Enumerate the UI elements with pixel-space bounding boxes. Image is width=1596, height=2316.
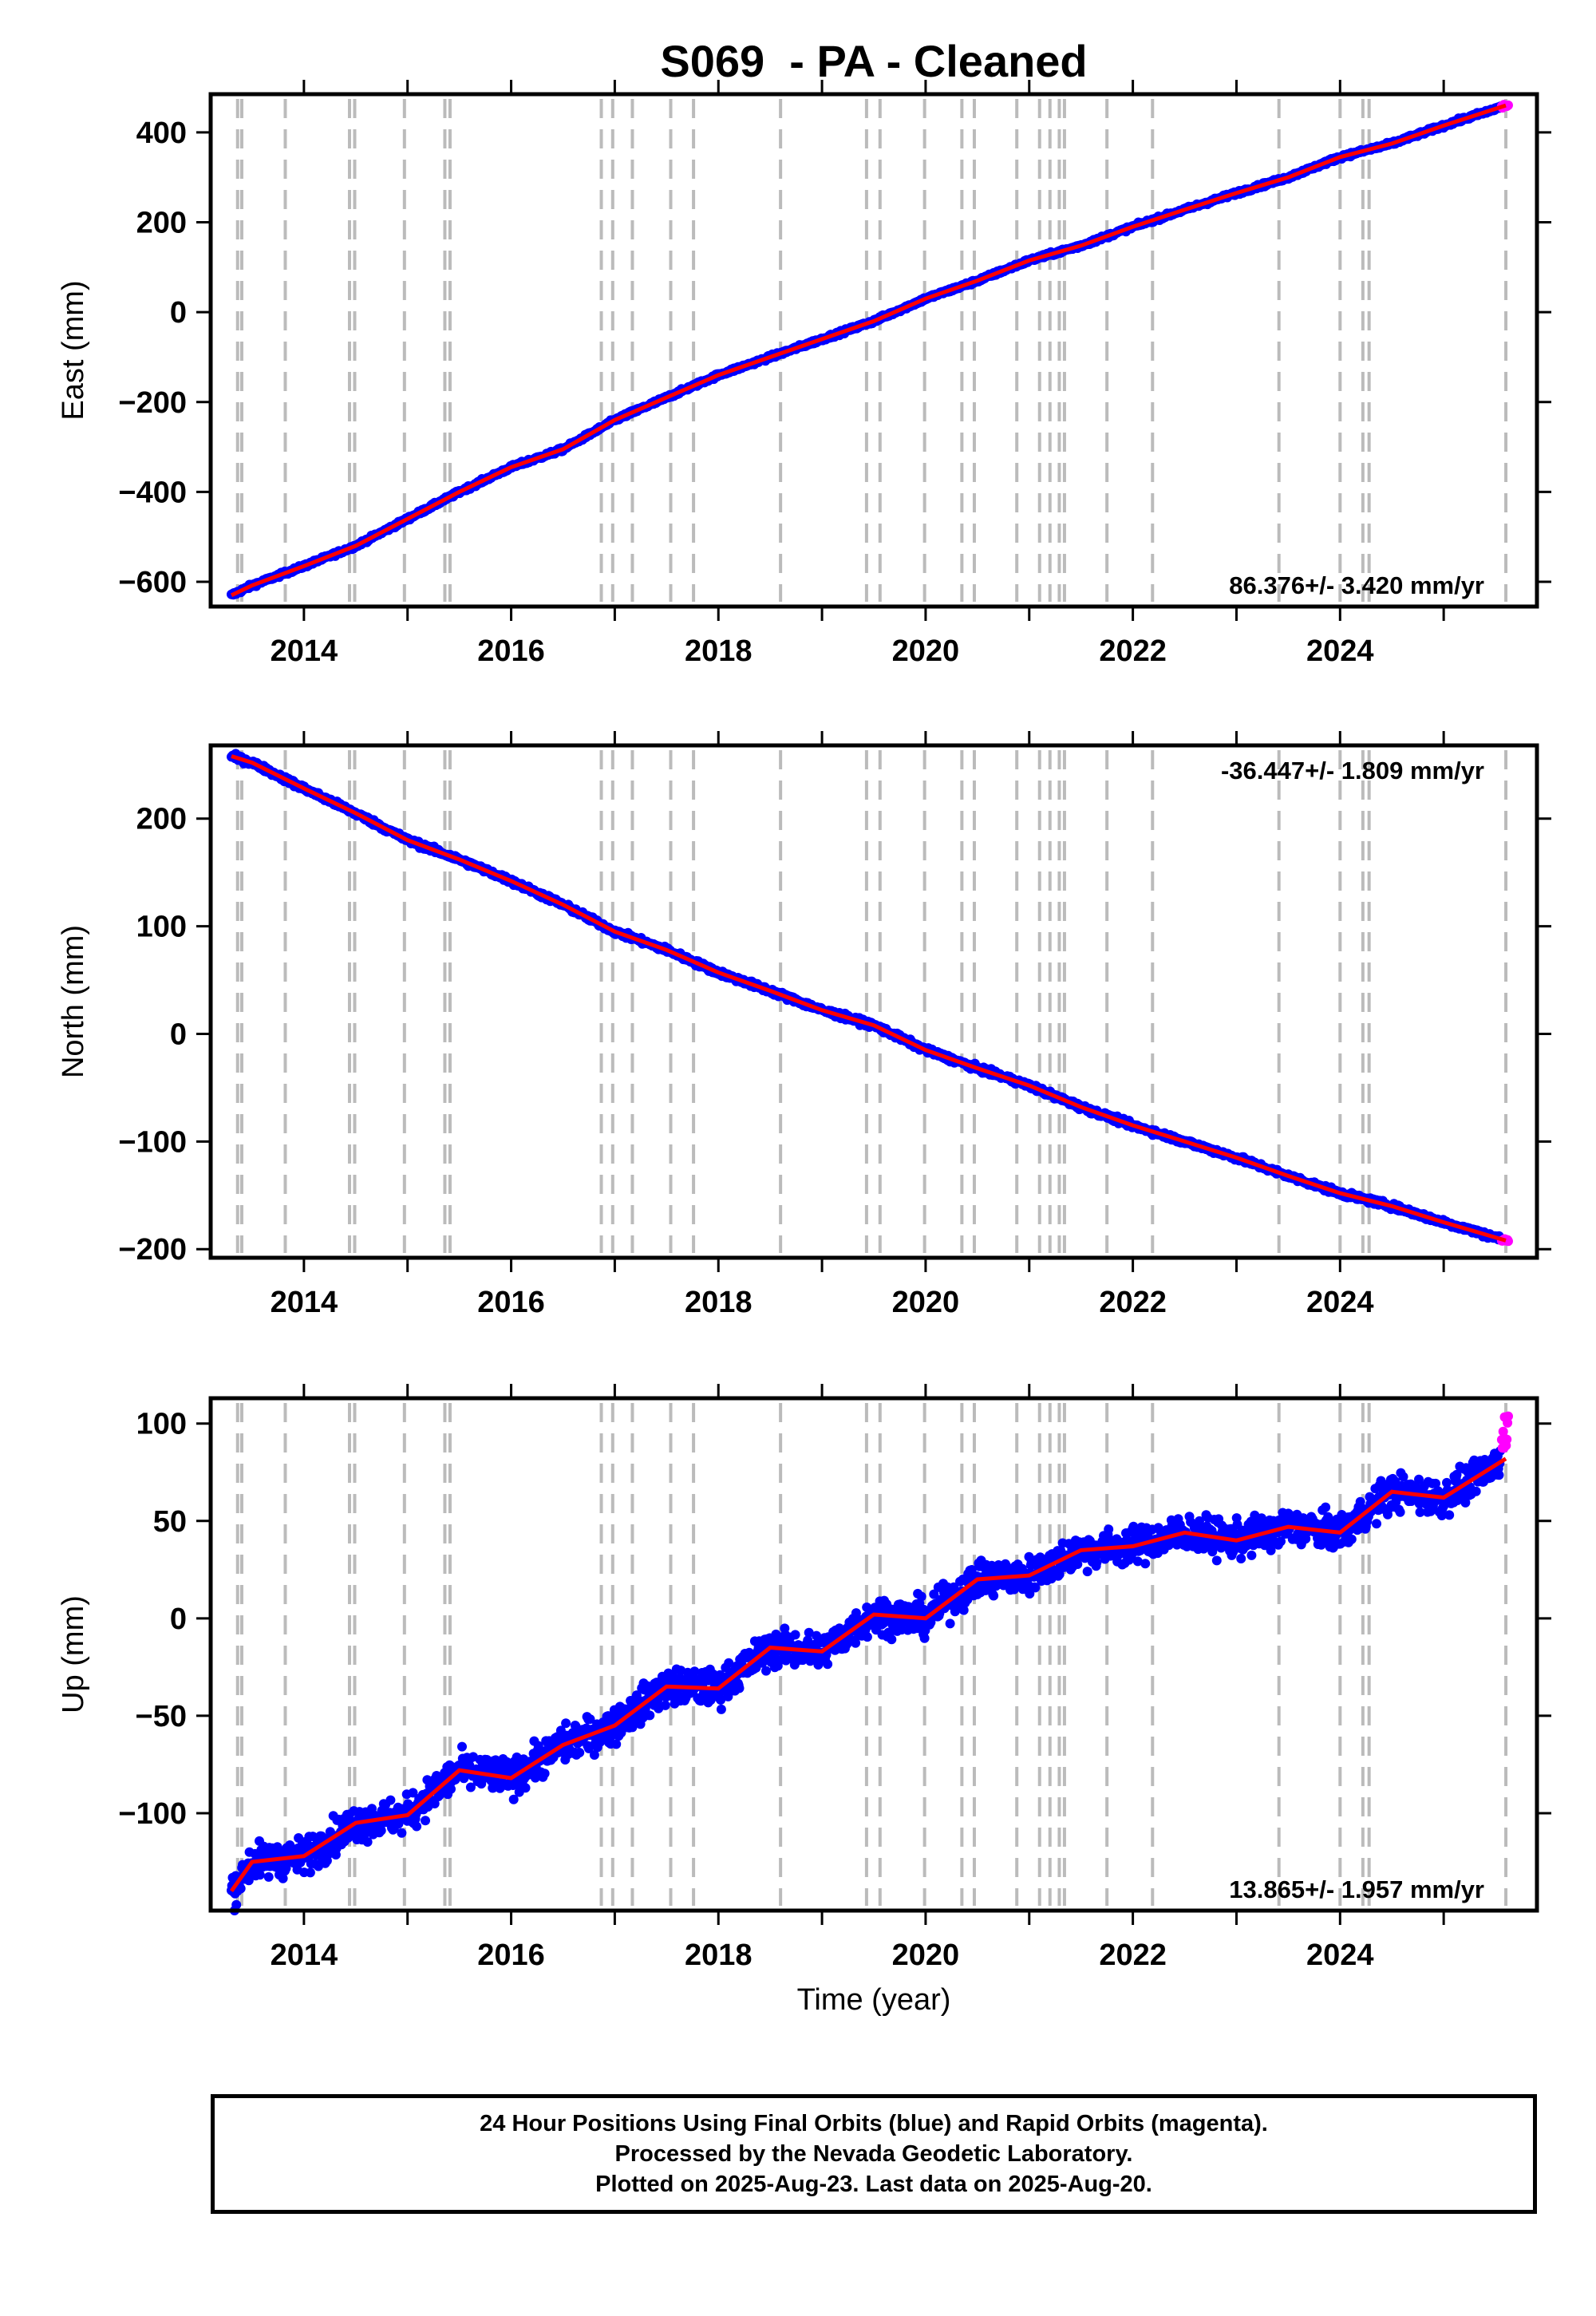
plot-frame xyxy=(208,92,1539,609)
x-tick-label: 2022 xyxy=(1099,634,1167,668)
rate-label: 86.376+/- 3.420 mm/yr xyxy=(1229,571,1484,599)
x-tick-label: 2016 xyxy=(477,1286,545,1319)
data-point xyxy=(575,1748,585,1757)
y-tick-label: −400 xyxy=(118,476,187,509)
panel-east: −600 −400 −200 0 200 400 2014 2016 2018 2020 2022 2… xyxy=(57,80,1551,668)
data-point xyxy=(397,1828,407,1838)
data-point xyxy=(611,1739,622,1749)
x-tick-label: 2020 xyxy=(892,1286,960,1319)
y-tick-label: 0 xyxy=(170,1018,187,1051)
y-tick-label: 400 xyxy=(136,117,187,150)
y-tick-label: 200 xyxy=(136,207,187,240)
x-tick-label: 2016 xyxy=(477,634,545,668)
y-tick-label: −200 xyxy=(118,386,187,420)
y-axis-label: East (mm) xyxy=(57,280,90,420)
y-tick-label: 200 xyxy=(136,803,187,836)
data-point xyxy=(421,1816,430,1826)
panel-north: −200 −100 0 100 200 2014 2016 2018 2020 2022 2024 N… xyxy=(57,731,1551,1319)
rate-label: -36.447+/- 1.809 mm/yr xyxy=(1221,757,1484,785)
x-tick-label: 2022 xyxy=(1099,1286,1167,1319)
data-point xyxy=(263,1871,274,1882)
y-tick-label: −600 xyxy=(118,566,187,599)
data-point xyxy=(412,1821,422,1832)
chart-title: S069 - PA - Cleaned xyxy=(660,36,1087,86)
x-tick-label: 2024 xyxy=(1306,1286,1374,1319)
x-tick-label: 2014 xyxy=(271,634,338,668)
data-point xyxy=(231,1899,242,1910)
data-point xyxy=(385,1795,396,1805)
x-tick-label: 2018 xyxy=(685,1286,753,1319)
data-point xyxy=(645,1710,655,1721)
x-tick-label: 2024 xyxy=(1306,634,1374,668)
data-point xyxy=(561,1718,571,1729)
y-axis-label: North (mm) xyxy=(57,925,90,1078)
data-point xyxy=(539,1769,550,1779)
x-tick-label: 2014 xyxy=(271,1286,338,1319)
plot-frame xyxy=(208,743,1539,1260)
data-point xyxy=(520,1783,531,1793)
model-line xyxy=(231,754,1507,1243)
y-tick-label: 100 xyxy=(136,911,187,944)
data-point xyxy=(457,1741,467,1752)
y-tick-label: 0 xyxy=(170,296,187,330)
y-tick-label: −200 xyxy=(118,1233,187,1267)
y-tick-label: −100 xyxy=(118,1125,187,1159)
x-tick-label: 2020 xyxy=(892,634,960,668)
data-point xyxy=(376,1825,386,1836)
data-point xyxy=(305,1867,315,1878)
model-line xyxy=(230,103,1507,598)
x-tick-label: 2018 xyxy=(685,634,753,668)
